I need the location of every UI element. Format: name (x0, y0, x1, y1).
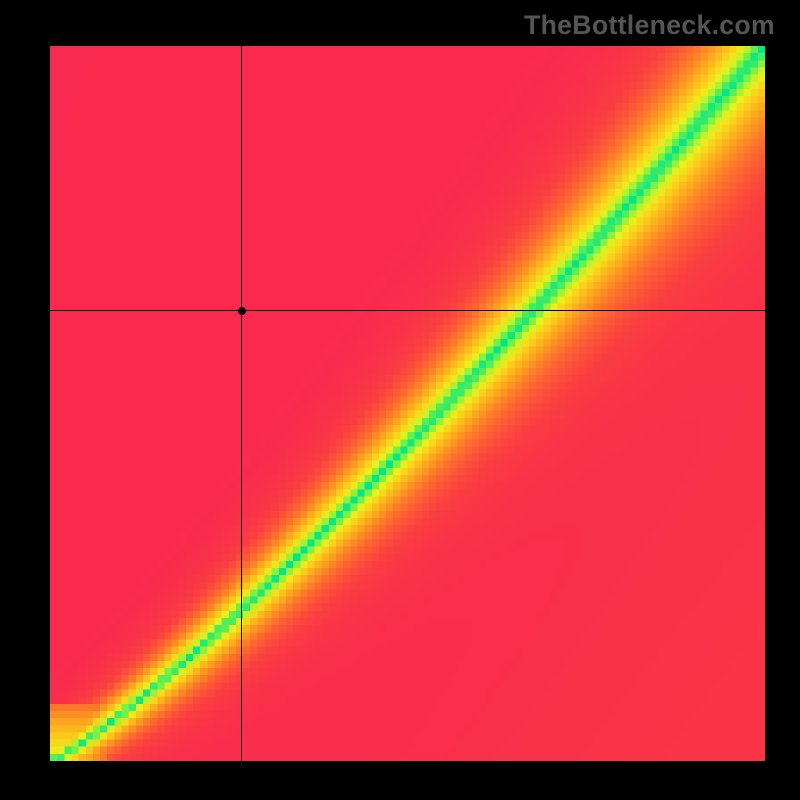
bottleneck-heatmap (50, 46, 765, 761)
crosshair-horizontal (50, 310, 765, 311)
crosshair-vertical (241, 46, 242, 761)
crosshair-marker (238, 307, 246, 315)
chart-container: TheBottleneck.com (0, 0, 800, 800)
watermark-text: TheBottleneck.com (524, 10, 775, 41)
